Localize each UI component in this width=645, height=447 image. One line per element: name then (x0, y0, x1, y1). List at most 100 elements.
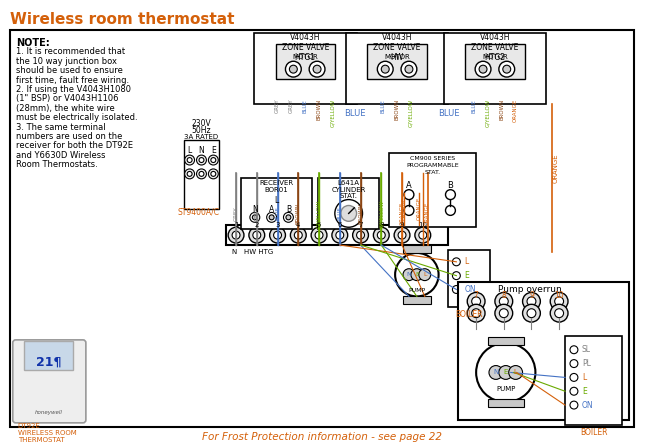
Bar (226, 225, 448, 245)
Text: L: L (582, 373, 586, 382)
Text: and Y6630D Wireless: and Y6630D Wireless (15, 151, 105, 160)
Circle shape (475, 61, 491, 77)
Circle shape (197, 155, 206, 165)
Text: Wireless room thermostat: Wireless room thermostat (10, 12, 234, 27)
Text: BROWN: BROWN (296, 203, 301, 224)
Text: G/YELLOW: G/YELLOW (408, 99, 413, 127)
Circle shape (404, 206, 414, 215)
Text: (1" BSP) or V4043H1106: (1" BSP) or V4043H1106 (15, 94, 118, 103)
Circle shape (232, 231, 240, 239)
Circle shape (415, 227, 431, 243)
Circle shape (381, 65, 389, 73)
Circle shape (555, 297, 564, 306)
Circle shape (294, 231, 303, 239)
Text: ORANGE: ORANGE (425, 202, 430, 225)
Circle shape (187, 171, 192, 177)
Circle shape (452, 272, 461, 280)
Text: 1. It is recommended that: 1. It is recommended that (15, 47, 125, 56)
Circle shape (570, 401, 578, 409)
Text: A: A (406, 181, 412, 190)
Circle shape (499, 309, 508, 318)
Text: PROGRAMMABLE: PROGRAMMABLE (406, 163, 459, 168)
Circle shape (467, 304, 485, 322)
Text: PL: PL (582, 359, 591, 368)
Text: numbers are used on the: numbers are used on the (15, 132, 122, 141)
Text: SL: SL (582, 345, 591, 354)
Bar (184, 140, 219, 210)
Text: G/YELLOW: G/YELLOW (379, 199, 384, 228)
Text: B: B (286, 205, 291, 214)
Circle shape (290, 227, 306, 243)
Circle shape (211, 171, 216, 177)
Bar (488, 337, 524, 345)
Text: 50Hz: 50Hz (192, 127, 212, 135)
Text: N: N (252, 205, 258, 214)
Text: 6: 6 (337, 222, 342, 228)
Bar (465, 44, 524, 79)
Circle shape (446, 190, 455, 199)
Text: BLUE: BLUE (471, 99, 477, 113)
Text: L: L (274, 196, 279, 205)
Bar (448, 250, 490, 307)
Bar (254, 33, 357, 104)
Text: receiver for both the DT92E: receiver for both the DT92E (15, 141, 133, 150)
Circle shape (228, 227, 244, 243)
Text: 3: 3 (275, 222, 280, 228)
Text: ON: ON (464, 285, 476, 294)
Circle shape (184, 169, 195, 179)
Text: 9: 9 (400, 222, 404, 228)
Circle shape (499, 61, 515, 77)
Circle shape (398, 231, 406, 239)
Text: BROWN: BROWN (317, 99, 322, 120)
Circle shape (341, 206, 357, 221)
Circle shape (471, 309, 481, 318)
Circle shape (467, 292, 485, 310)
Text: L641A: L641A (338, 180, 360, 186)
Bar (488, 399, 524, 407)
Text: L: L (513, 370, 517, 375)
Text: 10: 10 (554, 291, 564, 300)
Text: BOILER: BOILER (580, 428, 608, 437)
Text: MOTOR: MOTOR (292, 55, 318, 60)
Circle shape (395, 253, 439, 296)
Text: BLUE: BLUE (344, 109, 365, 118)
Text: ORANGE: ORANGE (399, 202, 404, 225)
Text: G/YELLOW: G/YELLOW (317, 199, 322, 228)
FancyBboxPatch shape (13, 340, 86, 423)
Text: ON: ON (582, 401, 593, 409)
Text: B: B (448, 181, 453, 190)
Circle shape (522, 304, 541, 322)
Text: 7: 7 (473, 291, 479, 300)
Text: honeywell: honeywell (34, 410, 63, 415)
Circle shape (527, 309, 536, 318)
Bar (275, 44, 335, 79)
Text: G/YELLOW: G/YELLOW (330, 99, 335, 127)
Circle shape (377, 231, 385, 239)
Circle shape (290, 65, 297, 73)
Circle shape (253, 231, 261, 239)
Circle shape (373, 227, 389, 243)
Circle shape (570, 360, 578, 367)
Circle shape (199, 158, 204, 163)
Circle shape (419, 269, 431, 281)
Text: HW HTG: HW HTG (244, 249, 273, 255)
Circle shape (403, 269, 415, 281)
Bar (318, 178, 379, 229)
Text: must be electrically isolated.: must be electrically isolated. (15, 113, 137, 122)
Bar (389, 153, 476, 227)
Bar (444, 33, 546, 104)
Text: the 10 way junction box: the 10 way junction box (15, 57, 117, 66)
Text: 9: 9 (529, 291, 534, 300)
Text: N: N (493, 370, 499, 375)
Text: ORANGE: ORANGE (513, 99, 518, 122)
Circle shape (411, 269, 422, 281)
Circle shape (509, 366, 522, 380)
Text: 8: 8 (501, 291, 506, 300)
Circle shape (570, 346, 578, 354)
Circle shape (269, 215, 274, 220)
Circle shape (405, 65, 413, 73)
Circle shape (283, 212, 293, 222)
Circle shape (495, 292, 513, 310)
Text: 2: 2 (255, 222, 259, 228)
Text: STAT.: STAT. (340, 193, 358, 198)
